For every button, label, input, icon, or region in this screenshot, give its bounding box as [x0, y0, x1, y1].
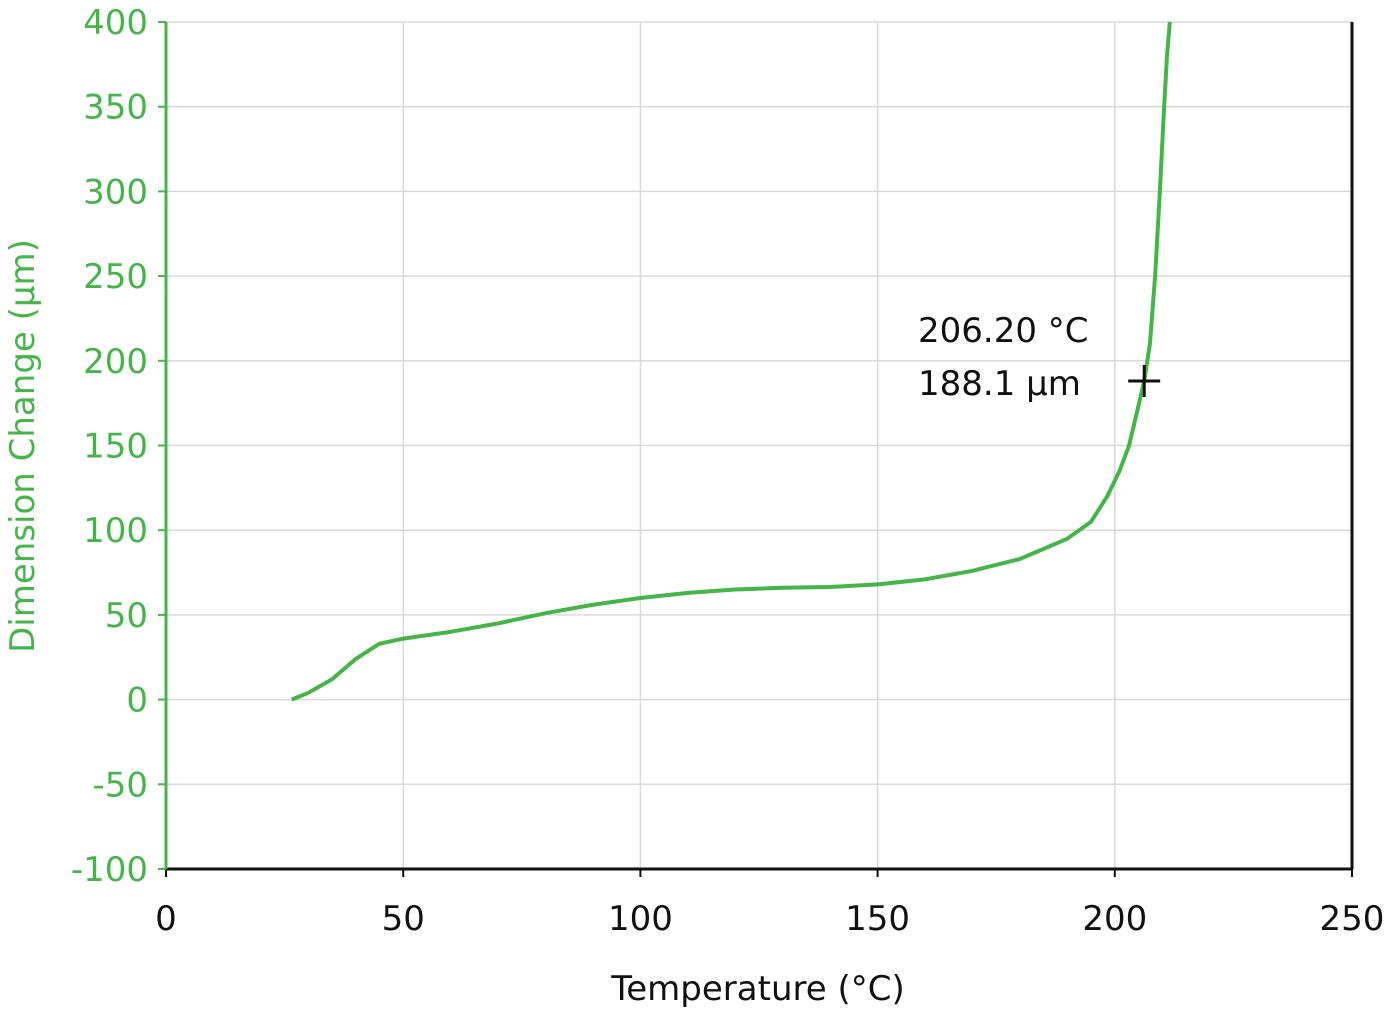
x-tick-label: 200 [1082, 899, 1147, 939]
y-tick-label: 400 [83, 3, 148, 43]
y-tick-label: 150 [83, 427, 148, 467]
y-tick-label: 100 [83, 511, 148, 551]
annotation-label: 206.20 °C [918, 311, 1089, 351]
data-line [290, 21, 1172, 702]
x-tick-label: 50 [382, 899, 425, 939]
x-axis-title: Temperature (°C) [610, 969, 904, 1009]
annotation-label: 188.1 µm [918, 364, 1081, 404]
annotation-marker [1128, 364, 1161, 397]
y-axis-title: Dimension Change (µm) [3, 239, 43, 653]
y-tick-label: 250 [83, 257, 148, 297]
x-tick-label: 0 [155, 899, 177, 939]
y-tick-label: 350 [83, 88, 148, 128]
x-tick-label: 250 [1320, 899, 1385, 939]
x-tick-label: 150 [845, 899, 910, 939]
y-tick-label: 300 [83, 172, 148, 212]
y-tick-label: -100 [71, 850, 148, 890]
y-tick-label: -50 [92, 765, 148, 805]
x-tick-label: 100 [608, 899, 673, 939]
y-tick-label: 200 [83, 342, 148, 382]
y-tick-label: 50 [105, 596, 148, 636]
y-tick-label: 0 [126, 681, 148, 721]
